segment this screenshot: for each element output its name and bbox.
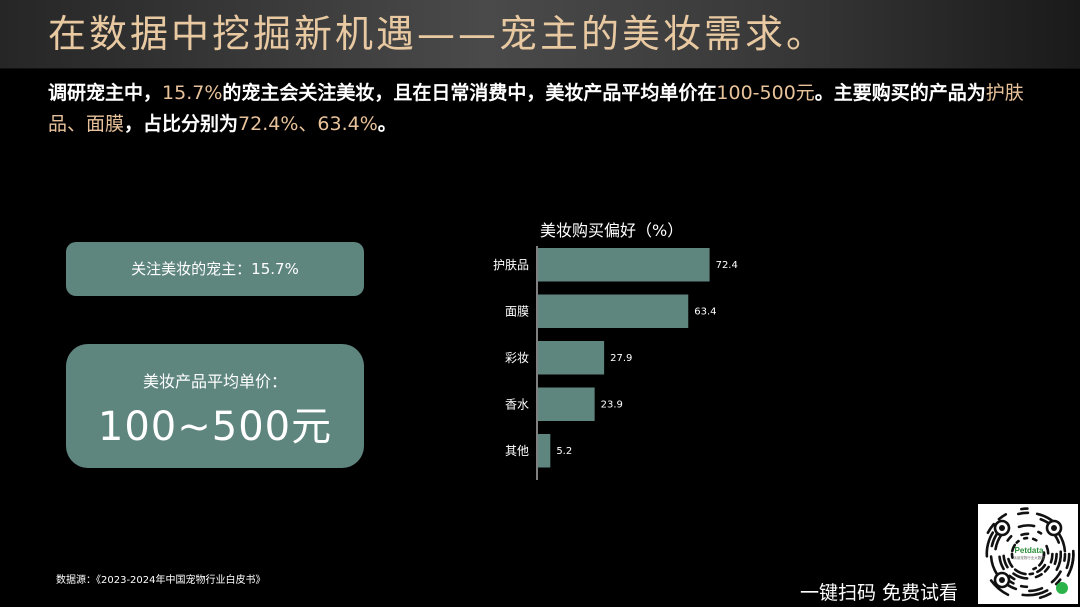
qr-arc	[1017, 524, 1036, 529]
chart-title: 美妆购买偏好（%）	[540, 221, 683, 240]
qr-arc	[1012, 572, 1029, 580]
qr-arc	[1037, 530, 1043, 535]
avg-price-card: 美妆产品平均单价： 100~500元	[66, 344, 364, 468]
intro-paragraph: 调研宠主中，15.7%的宠主会关注美妆，且在日常消费中，美妆产品平均单价在100…	[48, 78, 1038, 140]
scan-cta: 一键扫码 免费试看	[800, 582, 959, 604]
qr-arc	[1034, 573, 1043, 579]
qr-arc	[989, 555, 999, 576]
qr-arc	[1020, 532, 1030, 537]
qr-arc	[1049, 552, 1054, 564]
qr-finder-eye-center	[999, 577, 1005, 583]
avg-price-label: 美妆产品平均单价：	[142, 372, 287, 391]
qr-arc	[1066, 549, 1075, 577]
avg-price-value: 100~500元	[97, 404, 333, 450]
category-label-3: 香水	[505, 397, 529, 411]
qr-arc	[1021, 589, 1049, 597]
qr-arc	[1028, 572, 1035, 576]
qr-arc	[989, 579, 1010, 597]
qr-arc	[1032, 566, 1038, 571]
bar-2	[538, 341, 605, 375]
qr-arc	[1043, 565, 1050, 573]
qr-arc	[1028, 586, 1044, 593]
intro-highlight-price: 100-500元	[716, 82, 815, 104]
intro-highlight-products: 护肤品、面膜	[48, 82, 1024, 135]
follow-makeup-text: 关注美妆的宠主：15.7%	[131, 260, 299, 278]
intro-highlight-percent: 15.7%	[162, 82, 223, 104]
qr-arc	[1054, 578, 1062, 586]
qr-arc	[1031, 537, 1038, 542]
bar-0	[538, 248, 710, 282]
qr-arc	[1050, 570, 1062, 584]
qr-pattern	[985, 507, 1075, 600]
qr-arc	[985, 531, 995, 558]
qr-arc	[1055, 550, 1063, 572]
intro-text-4: ，占比分别为	[124, 113, 239, 135]
qr-arc	[1006, 535, 1013, 542]
qr-brand: Petdata	[1014, 546, 1044, 555]
qr-arc	[1002, 554, 1009, 569]
qr-arc	[1019, 584, 1029, 589]
data-label-1: 63.4	[694, 306, 716, 317]
data-source: 数据源：《2023-2024年中国宠物行业白皮书》	[56, 575, 266, 586]
data-label-3: 23.9	[601, 399, 623, 410]
category-label-4: 其他	[505, 444, 529, 458]
qr-arc	[997, 513, 1008, 521]
qr-arc	[1053, 552, 1058, 566]
intro-text-2: 的宠主会关注美妆，且在日常消费中，美妆产品平均单价在	[222, 82, 717, 104]
data-label-4: 5.2	[556, 446, 572, 457]
qr-arc	[1063, 552, 1067, 562]
intro-text-5: 。	[377, 113, 397, 135]
bar-1	[538, 294, 689, 328]
qr-arc	[1007, 557, 1014, 568]
qr-arc	[1011, 543, 1017, 553]
qr-finder-eye-center	[1051, 525, 1057, 531]
qr-arc	[1065, 552, 1071, 570]
intro-text-3: 。主要购买的产品为	[814, 82, 986, 104]
qr-arc	[986, 522, 996, 535]
category-label-0: 护肤品	[493, 257, 529, 272]
mini-program-icon	[1056, 582, 1068, 594]
qr-arc	[1013, 568, 1027, 576]
qr-arc	[1036, 563, 1047, 574]
qr-brand-sub: 派读宠物行业大数据	[1013, 556, 1045, 560]
title-bar: 在数据中挖掘新机遇——宠主的美妆需求。	[0, 0, 1080, 69]
mini-program-qr-code[interactable]: Petdata 派读宠物行业大数据	[978, 504, 1078, 604]
qr-arc	[1016, 511, 1030, 516]
qr-center-bg	[1014, 540, 1042, 568]
makeup-preference-chart: 美妆购买偏好（%） 护肤品 72.4 面膜 63.4 彩妆 27.9 香水 23.9 其他 5.2	[470, 210, 800, 490]
qr-arc	[998, 555, 1005, 571]
chart-svg: 美妆购买偏好（%） 护肤品 72.4 面膜 63.4 彩妆 27.9 香水 23.9 其他 5.2	[493, 221, 738, 480]
qr-arc	[1040, 551, 1046, 564]
bar-3	[538, 387, 595, 421]
qr-arc	[1045, 544, 1050, 555]
qr-finder-eye-center	[999, 525, 1005, 531]
category-label-2: 彩妆	[505, 351, 529, 365]
page-title: 在数据中挖掘新机遇——宠主的美妆需求。	[48, 12, 828, 56]
qr-arc	[1038, 592, 1052, 600]
data-label-2: 27.9	[610, 353, 632, 364]
qr-arc	[1008, 580, 1015, 585]
category-label-1: 面膜	[505, 304, 529, 318]
follow-makeup-card: 关注美妆的宠主：15.7%	[66, 242, 364, 296]
intro-highlight-shares: 72.4%、63.4%	[238, 113, 378, 135]
qr-arc	[1019, 507, 1029, 511]
data-label-0: 72.4	[716, 260, 738, 271]
qr-arc	[1008, 574, 1016, 581]
qr-arc	[1015, 539, 1020, 544]
intro-text-1: 调研宠主中，	[48, 82, 163, 104]
bar-4	[538, 434, 551, 468]
